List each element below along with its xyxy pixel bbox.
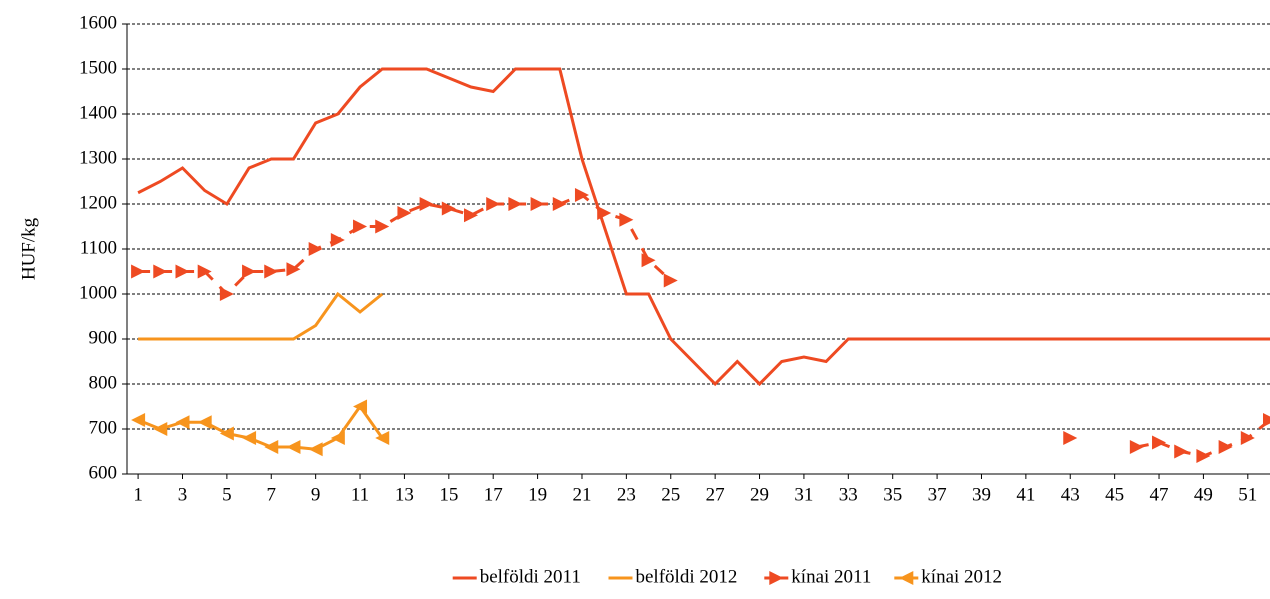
x-tick-label: 29 <box>750 484 769 505</box>
marker <box>153 264 168 279</box>
marker <box>464 208 479 223</box>
marker <box>508 197 523 211</box>
y-tick-label: 1600 <box>79 12 117 33</box>
marker <box>1218 440 1233 454</box>
marker <box>1063 431 1078 445</box>
y-axis-label: HUF/kg <box>18 217 39 280</box>
marker <box>441 201 456 216</box>
marker <box>597 206 612 220</box>
x-tick-label: 41 <box>1016 484 1035 505</box>
marker <box>286 262 301 277</box>
marker <box>552 197 567 211</box>
marker <box>219 426 234 441</box>
y-tick-label: 600 <box>89 462 118 483</box>
x-tick-label: 37 <box>928 484 947 505</box>
x-tick-label: 15 <box>439 484 458 505</box>
marker <box>1263 413 1270 427</box>
marker <box>219 287 234 301</box>
y-tick-label: 1500 <box>79 57 117 78</box>
marker <box>530 197 545 211</box>
marker <box>197 415 212 430</box>
marker <box>1152 435 1167 450</box>
x-tick-label: 25 <box>661 484 680 505</box>
marker <box>397 206 412 220</box>
marker <box>175 264 190 279</box>
marker <box>264 264 279 279</box>
x-tick-label: 3 <box>178 484 188 505</box>
x-tick-label: 19 <box>528 484 547 505</box>
y-tick-label: 1300 <box>79 147 117 168</box>
x-tick-label: 43 <box>1061 484 1080 505</box>
x-tick-label: 11 <box>351 484 369 505</box>
x-tick-label: 33 <box>839 484 858 505</box>
marker <box>574 188 589 202</box>
x-tick-label: 31 <box>794 484 813 505</box>
series-line <box>138 291 384 341</box>
marker <box>242 264 257 279</box>
marker <box>375 431 390 445</box>
marker <box>899 571 914 585</box>
y-tick-label: 900 <box>89 327 118 348</box>
y-tick-label: 1100 <box>80 237 117 258</box>
marker <box>1129 440 1144 454</box>
legend-label: belföldi 2012 <box>636 566 738 587</box>
x-tick-label: 13 <box>395 484 414 505</box>
x-tick-label: 17 <box>484 484 503 505</box>
marker <box>242 431 257 445</box>
marker <box>197 264 212 279</box>
marker <box>131 413 146 427</box>
marker <box>1174 444 1189 459</box>
marker <box>330 431 345 445</box>
x-tick-label: 27 <box>706 484 725 505</box>
legend-label: kínai 2012 <box>921 566 1002 587</box>
x-tick-label: 51 <box>1238 484 1257 505</box>
marker <box>175 415 190 430</box>
x-tick-label: 35 <box>883 484 902 505</box>
marker <box>419 197 434 211</box>
y-tick-label: 1000 <box>79 282 117 303</box>
marker <box>330 233 345 247</box>
x-tick-label: 21 <box>572 484 591 505</box>
marker <box>131 264 146 279</box>
x-tick-label: 23 <box>617 484 636 505</box>
marker <box>286 440 301 454</box>
x-tick-label: 9 <box>311 484 321 505</box>
marker <box>308 442 323 457</box>
marker <box>1196 449 1211 463</box>
marker <box>486 197 501 211</box>
marker <box>153 422 168 436</box>
x-tick-label: 1 <box>133 484 143 505</box>
x-tick-label: 5 <box>222 484 232 505</box>
x-tick-label: 49 <box>1194 484 1213 505</box>
marker <box>1240 431 1255 445</box>
marker <box>353 219 368 234</box>
series-line <box>137 403 384 451</box>
marker <box>308 242 323 256</box>
x-tick-label: 7 <box>267 484 277 505</box>
y-tick-label: 1400 <box>79 102 117 123</box>
legend-label: kínai 2011 <box>791 566 871 587</box>
y-tick-label: 800 <box>89 372 118 393</box>
marker <box>375 219 390 234</box>
x-tick-label: 45 <box>1105 484 1124 505</box>
marker <box>353 399 368 414</box>
marker <box>663 273 678 288</box>
marker <box>264 440 279 454</box>
y-tick-label: 700 <box>89 417 118 438</box>
x-tick-label: 47 <box>1150 484 1169 505</box>
legend-label: belföldi 2011 <box>480 566 581 587</box>
x-tick-label: 39 <box>972 484 991 505</box>
y-tick-label: 1200 <box>79 192 117 213</box>
marker <box>641 253 656 268</box>
marker <box>769 571 784 585</box>
marker <box>619 212 634 227</box>
series-line <box>137 67 1270 387</box>
